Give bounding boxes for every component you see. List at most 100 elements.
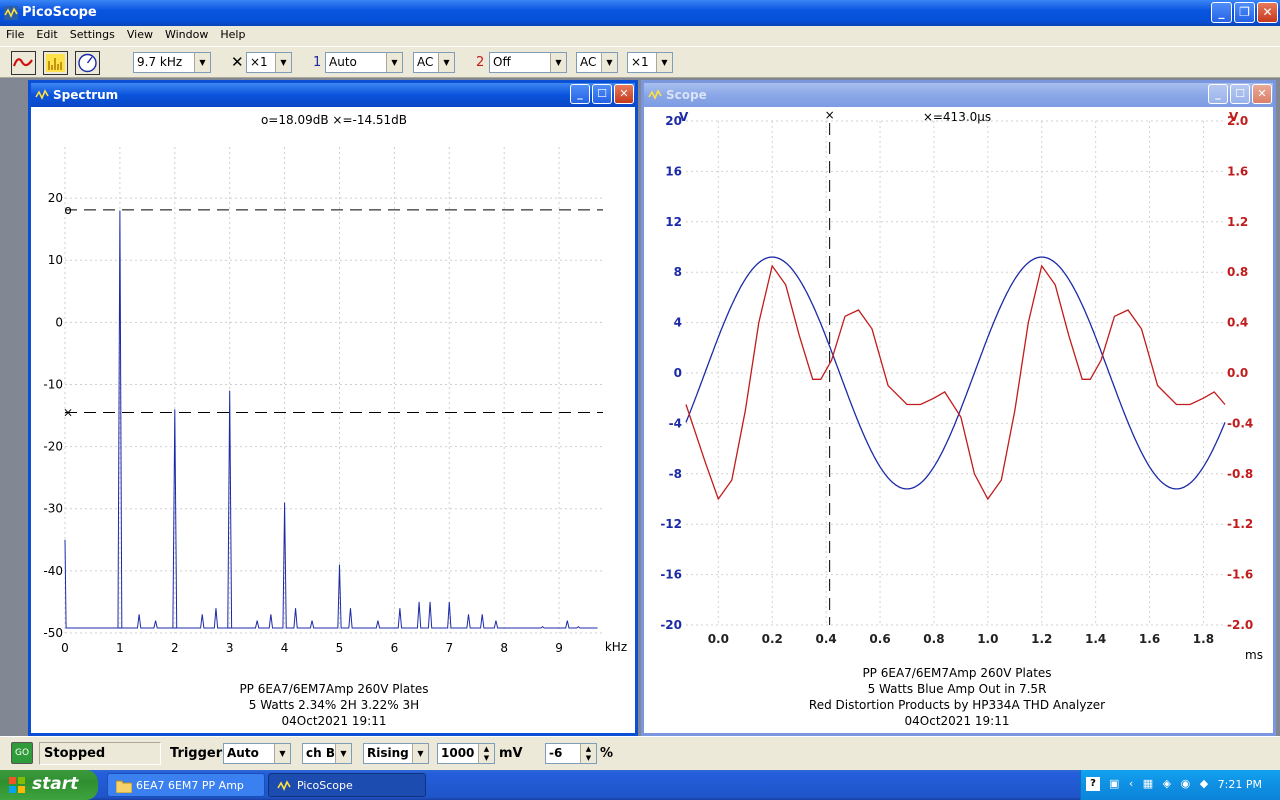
scope-cursor-marker[interactable]: ×: [825, 108, 835, 122]
scope-minimize-button[interactable]: _: [1208, 84, 1228, 104]
x-tick-label: 1.0: [977, 632, 998, 646]
spectrum-chart[interactable]: o=18.09dB ×=-14.51dB 0 1 2 3 4 5 6 7 8 9 20 10 0 -10 -…: [31, 107, 635, 733]
trigger-level-stepper[interactable]: 1000 ▲ ▼: [437, 743, 495, 764]
y2-tick-label: -2.0: [1227, 618, 1253, 632]
y-tick-label: -16: [660, 568, 682, 582]
go-button[interactable]: GO: [11, 742, 33, 764]
trigger-mode-select[interactable]: Auto ▼: [223, 743, 291, 764]
trigger-label: Trigger: [170, 746, 223, 761]
acquisition-status: Stopped: [39, 742, 161, 765]
restore-button[interactable]: ❐: [1234, 2, 1255, 23]
start-label: start: [32, 774, 79, 794]
x-tick-label: 5: [336, 641, 344, 655]
x-tick-label: 1.4: [1085, 632, 1106, 646]
y-tick-label: -4: [669, 416, 682, 430]
x-tick-label: 1.8: [1193, 632, 1214, 646]
x-tick-label: 7: [445, 641, 453, 655]
y-tick-label: 12: [665, 215, 682, 229]
scope-close-button[interactable]: ✕: [1252, 84, 1272, 104]
scope-caption-line-3: Red Distortion Products by HP334A THD An…: [809, 698, 1105, 712]
x-tick-label: 0: [61, 641, 69, 655]
status-bar: GO Stopped Trigger Auto ▼ ch B ▼ Rising ▼ 1…: [0, 736, 1280, 770]
spectrum-cursor-marker[interactable]: ×: [63, 405, 73, 419]
scope-window: Scope _ ☐ ✕ V V ×=413.0µs 0.0 0.2 0.4 0.6 0.…: [641, 80, 1276, 736]
folder-icon: [116, 780, 132, 793]
spectrum-caption-line-1: PP 6EA7/6EM7Amp 260V Plates: [239, 682, 428, 696]
picoscope-window: PicoScope _ ❐ ✕ File Edit Settings View …: [0, 0, 1280, 770]
spectrum-caption-line-2: 5 Watts 2.34% 2H 3.22% 3H: [249, 698, 419, 712]
menu-file[interactable]: File: [6, 28, 25, 41]
menu-settings[interactable]: Settings: [69, 28, 115, 41]
y-tick-label: 10: [48, 253, 63, 267]
x-tick-label: 0.2: [762, 632, 783, 646]
spectrum-minimize-button[interactable]: _: [570, 84, 590, 104]
y2-tick-label: 2.0: [1227, 114, 1248, 128]
spectrum-mode-button[interactable]: [43, 51, 68, 75]
scope-mode-button[interactable]: [11, 51, 36, 75]
chevron-down-icon: ▼: [386, 53, 402, 72]
scope-left-unit: V: [679, 110, 689, 124]
menu-edit[interactable]: Edit: [36, 28, 58, 41]
trigger-edge-select[interactable]: Rising ▼: [363, 743, 429, 764]
spectrum-window: Spectrum _ ☐ ✕ o=18.09dB ×=-14.51dB 0 1 2 3…: [28, 80, 638, 736]
help-icon[interactable]: ?: [1086, 777, 1100, 791]
scope-caption-line-4: 04Oct2021 19:11: [905, 714, 1010, 728]
spectrum-window-icon: [35, 89, 49, 100]
spectrum-close-button[interactable]: ✕: [614, 84, 634, 104]
close-button[interactable]: ✕: [1257, 2, 1278, 23]
spectrum-cursor-marker[interactable]: o: [64, 203, 71, 217]
y2-tick-label: -1.6: [1227, 568, 1253, 582]
x-tick-label: 1: [116, 641, 124, 655]
channel-a-label: 1: [313, 55, 322, 70]
channel-b-range-select[interactable]: Off ▼: [489, 52, 567, 73]
minimize-button[interactable]: _: [1211, 2, 1232, 23]
channel-a-coupling-select[interactable]: AC ▼: [413, 52, 455, 73]
y-tick-label: -50: [43, 626, 63, 640]
scope-caption-line-2: 5 Watts Blue Amp Out in 7.5R: [868, 682, 1047, 696]
picoscope-icon: [277, 780, 291, 791]
taskbar-item-picoscope[interactable]: PicoScope: [268, 773, 426, 797]
picoscope-icon: [4, 6, 18, 20]
scope-maximize-button[interactable]: ☐: [1230, 84, 1250, 104]
x-tick-label: 4: [281, 641, 289, 655]
y2-tick-label: 1.6: [1227, 164, 1248, 178]
y-tick-label: 0: [674, 366, 682, 380]
chevron-down-icon: ▼: [438, 53, 454, 72]
x-tick-label: 0.8: [923, 632, 944, 646]
y-tick-label: -12: [660, 517, 682, 531]
menu-help[interactable]: Help: [220, 28, 246, 41]
scope-titlebar[interactable]: Scope _ ☐ ✕: [644, 83, 1273, 107]
timebase-multiplier-select[interactable]: ×1 ▼: [246, 52, 292, 73]
channel-b-coupling-select[interactable]: AC ▼: [576, 52, 618, 73]
y-tick-label: 20: [48, 191, 63, 205]
spectrum-caption-line-3: 04Oct2021 19:11: [282, 714, 387, 728]
menu-window[interactable]: Window: [164, 28, 209, 41]
pretrigger-stepper[interactable]: -6 ▲ ▼: [545, 743, 597, 764]
y-tick-label: 8: [674, 265, 682, 279]
timebase-select[interactable]: 9.7 kHz ▼: [133, 52, 211, 73]
windows-logo-icon: [9, 777, 25, 793]
spinner-icon[interactable]: ▲ ▼: [580, 744, 596, 763]
y-tick-label: 16: [665, 164, 682, 178]
spectrum-titlebar[interactable]: Spectrum _ ☐ ✕: [31, 83, 635, 107]
channel-a-range-select[interactable]: Auto ▼: [325, 52, 403, 73]
x-tick-label: 9: [555, 641, 563, 655]
spectrum-maximize-button[interactable]: ☐: [592, 84, 612, 104]
taskbar-item-folder[interactable]: 6EA7 6EM7 PP Amp: [107, 773, 265, 797]
menu-bar: File Edit Settings View Window Help: [0, 26, 1280, 46]
channel-b-multiplier-select[interactable]: ×1 ▼: [627, 52, 673, 73]
tray-icons[interactable]: ▣ ‹ ▦ ◈ ◉ ◆: [1109, 777, 1212, 790]
menu-view[interactable]: View: [126, 28, 153, 41]
y-tick-label: 4: [674, 316, 682, 330]
trigger-channel-select[interactable]: ch B ▼: [302, 743, 352, 764]
x-tick-label: 0.0: [708, 632, 729, 646]
scope-caption-line-1: PP 6EA7/6EM7Amp 260V Plates: [862, 666, 1051, 680]
y-tick-label: -8: [669, 467, 682, 481]
spinner-icon[interactable]: ▲ ▼: [478, 744, 494, 763]
x-tick-label: 2: [171, 641, 179, 655]
meter-mode-button[interactable]: [75, 51, 100, 75]
scope-chart[interactable]: V V ×=413.0µs 0.0 0.2 0.4 0.6 0.8 1.0 1.2 1.4 1.…: [644, 107, 1273, 733]
chevron-down-icon: ▼: [335, 744, 351, 763]
start-button[interactable]: start: [0, 770, 98, 800]
